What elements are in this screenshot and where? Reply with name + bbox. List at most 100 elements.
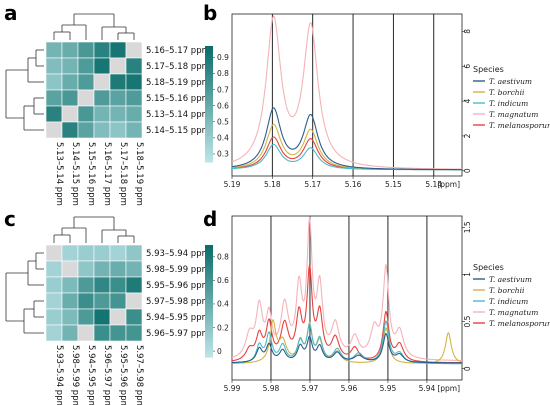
heatmap-cell xyxy=(125,276,143,294)
legend-item: T. magnatum xyxy=(489,110,538,119)
legend-item: T. indicum xyxy=(489,297,528,306)
colorbar-segment xyxy=(205,92,213,96)
spectrum-panel-d: 5.99 5.98 5.97 5.96 5.95 5.94 [ppm] 0 0.5 1 1.5 Spe… xyxy=(224,215,550,393)
colorbar-segment xyxy=(205,326,213,330)
heatmap-row-label: 5.98–5.99 ppm xyxy=(146,265,210,275)
heatmap-cell xyxy=(45,73,63,91)
y-tick-label: 4 xyxy=(463,98,472,103)
colorbar-segment xyxy=(205,323,213,327)
heatmap-cell xyxy=(109,73,127,91)
heatmap-row-label: 5.95–5.96 ppm xyxy=(146,281,210,291)
panel-label-c: c xyxy=(4,207,16,231)
x-tick-label: 5.17 xyxy=(304,180,321,189)
heatmap-cell xyxy=(61,308,79,326)
panel-label-a: a xyxy=(4,1,18,25)
spectrum-line-taestivum xyxy=(232,332,462,364)
heatmap-cell xyxy=(93,324,111,342)
heatmap-row-label: 5.18–5.19 ppm xyxy=(146,78,210,88)
spectrum-panel-b: 5.19 5.18 5.17 5.16 5.15 5.14[ppm] 0 2 4 6 8 Specie… xyxy=(224,13,550,189)
colorbar-segment xyxy=(205,51,213,56)
heatmap-column-label: 5.17–5.18 ppm xyxy=(118,142,128,206)
heatmap-cell xyxy=(61,121,79,139)
x-axis-label: [ppm] xyxy=(437,384,460,393)
heatmap-row-label: 5.14–5.15 ppm xyxy=(146,126,210,136)
heatmap-cell xyxy=(109,121,127,139)
colorbar-segment xyxy=(205,281,213,285)
heatmap-cell xyxy=(109,308,127,326)
colorbar-segment xyxy=(205,287,213,291)
colorbar-segment xyxy=(205,144,213,148)
heatmap-cell xyxy=(125,89,143,107)
spectrum-line-tmagnatum xyxy=(231,15,462,170)
heatmap-cell xyxy=(45,324,63,342)
heatmap-cell xyxy=(45,308,63,326)
heatmap-cell xyxy=(61,41,79,59)
heatmap-cell xyxy=(77,89,95,107)
colorbar-segment xyxy=(205,340,213,344)
x-tick-label: 5.94 xyxy=(419,384,436,393)
colorbar-segment xyxy=(205,147,213,151)
spectrum-line-tmagnatum xyxy=(231,216,462,361)
heatmap-cell xyxy=(109,105,127,123)
colorbar-segment xyxy=(205,354,213,358)
colorbar-segment xyxy=(205,153,213,157)
colorbar-segment xyxy=(205,77,213,82)
heatmap-cell xyxy=(77,324,95,342)
colorbar-tick-label: 0.9 xyxy=(217,53,229,62)
heatmap-cell xyxy=(77,292,95,310)
colorbar-segment xyxy=(205,245,213,249)
legend-item: T. indicum xyxy=(489,99,528,108)
heatmap-cell xyxy=(61,324,79,342)
colorbar-segment xyxy=(205,156,213,160)
colorbar-segment xyxy=(205,121,213,125)
heatmap-cell xyxy=(45,41,63,59)
heatmap-cell xyxy=(61,276,79,294)
heatmap-cell xyxy=(93,121,111,139)
heatmap-cell xyxy=(109,89,127,107)
heatmap-cell xyxy=(45,89,63,107)
heatmap-cell xyxy=(77,276,95,294)
heatmap-cell xyxy=(45,244,63,262)
y-tick-label: 0.5 xyxy=(463,315,472,327)
heatmap-cell xyxy=(61,244,79,262)
legend-title: Species xyxy=(473,65,504,74)
heatmap-row-label: 5.16–5.17 ppm xyxy=(146,46,210,56)
heatmap-cell xyxy=(93,73,111,91)
heatmap-column-label: 5.96–5.97 ppm xyxy=(102,345,112,405)
colorbar-segment xyxy=(205,261,213,266)
colorbar-segment xyxy=(205,259,213,263)
x-tick-label: 5.16 xyxy=(345,180,362,189)
y-tick-label: 2 xyxy=(463,133,472,138)
heatmap-column-label: 5.94–5.95 ppm xyxy=(86,345,96,405)
colorbar-segment xyxy=(205,337,213,341)
legend-item: T. aestivum xyxy=(489,275,532,284)
heatmap-cell xyxy=(109,292,127,310)
colorbar-segment xyxy=(205,130,213,134)
heatmap-cell xyxy=(125,292,143,310)
heatmap-cell xyxy=(61,292,79,310)
colorbar-tick-label: 0 xyxy=(217,347,222,356)
legend-item: T. melanosporum xyxy=(489,121,550,130)
colorbar-tick-label: 0.4 xyxy=(217,134,229,143)
colorbar-segment xyxy=(205,112,213,117)
colorbar-segment xyxy=(205,309,213,313)
colorbar-segment xyxy=(205,141,213,146)
heatmap-column-label: 5.18–5.19 ppm xyxy=(134,142,144,206)
colorbar-segment xyxy=(205,267,213,271)
heatmap-cell xyxy=(125,41,143,59)
heatmap-cell xyxy=(125,244,143,262)
heatmap-cell xyxy=(109,324,127,342)
colorbar-segment xyxy=(205,133,213,137)
heatmap-cell xyxy=(93,292,111,310)
colorbar-segment xyxy=(205,86,213,90)
legend-item: T. aestivum xyxy=(489,77,532,86)
heatmap-cell xyxy=(77,57,95,75)
colorbar-segment xyxy=(205,289,213,294)
heatmap-cell xyxy=(61,105,79,123)
heatmap-cell xyxy=(125,121,143,139)
colorbar-segment xyxy=(205,72,213,76)
colorbar-segment xyxy=(205,247,213,252)
legend-item: T. borchii xyxy=(489,286,525,295)
colorbar-tick-label: 0.7 xyxy=(217,85,229,94)
